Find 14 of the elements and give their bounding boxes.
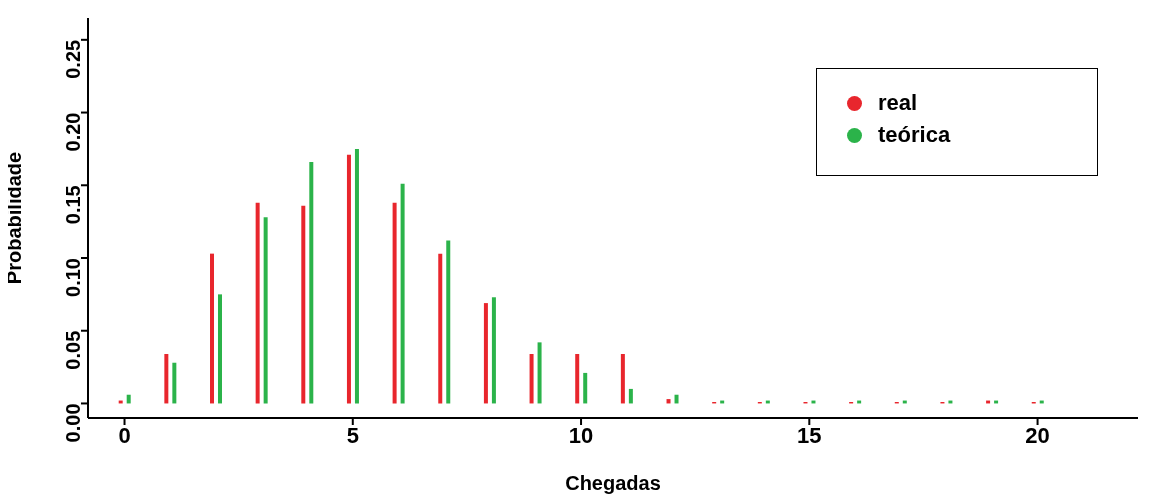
x-tick-label: 5 bbox=[346, 422, 359, 448]
y-tick-label: 0.25 bbox=[62, 39, 85, 79]
y-tick-label: 0.15 bbox=[62, 185, 85, 225]
x-tick-label: 0 bbox=[118, 422, 131, 448]
x-tick-label: 15 bbox=[797, 422, 822, 448]
y-tick-label: 0.00 bbox=[62, 403, 85, 443]
y-tick-label: 0.20 bbox=[62, 112, 85, 152]
legend-label: teórica bbox=[878, 122, 951, 148]
y-tick-label: 0.10 bbox=[62, 258, 85, 297]
x-tick-label: 20 bbox=[1025, 422, 1050, 448]
y-tick-label: 0.05 bbox=[62, 330, 85, 370]
x-tick-label: 10 bbox=[568, 422, 594, 448]
x-axis-title: Chegadas bbox=[565, 472, 661, 494]
legend-label: real bbox=[878, 90, 918, 116]
